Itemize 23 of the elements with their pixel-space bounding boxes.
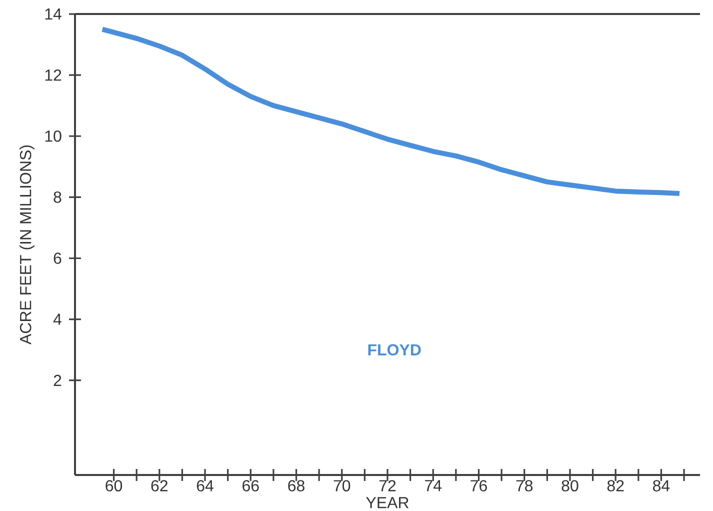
y-tick-label: 10 [45, 130, 62, 142]
y-tick-label: 12 [45, 69, 62, 81]
x-tick-label: 76 [470, 480, 487, 492]
x-tick-label: 84 [653, 480, 670, 492]
y-tick-label: 2 [54, 374, 62, 386]
x-tick-label: 74 [425, 480, 442, 492]
y-tick-label: 14 [45, 8, 62, 20]
x-tick-label: 66 [242, 480, 259, 492]
x-tick-label: 78 [516, 480, 533, 492]
x-tick-label: 82 [607, 480, 624, 492]
y-tick-label: 4 [53, 314, 62, 325]
y-tick-label: 8 [54, 192, 62, 203]
x-axis-title: YEAR [366, 497, 409, 508]
x-tick-label: 80 [562, 480, 578, 492]
x-tick-label: 60 [106, 480, 122, 492]
x-tick-label: 70 [334, 480, 350, 492]
x-tick-label: 72 [379, 480, 396, 492]
text: FLOYD [368, 344, 421, 356]
x-tick-label: 64 [196, 480, 214, 492]
y-tick-label: 6 [54, 252, 62, 264]
x-tick-label: 62 [151, 480, 168, 492]
x-tick-label: 68 [288, 480, 304, 492]
y-axis-title: ACRE FEET (IN MILLIONS) [19, 146, 34, 344]
